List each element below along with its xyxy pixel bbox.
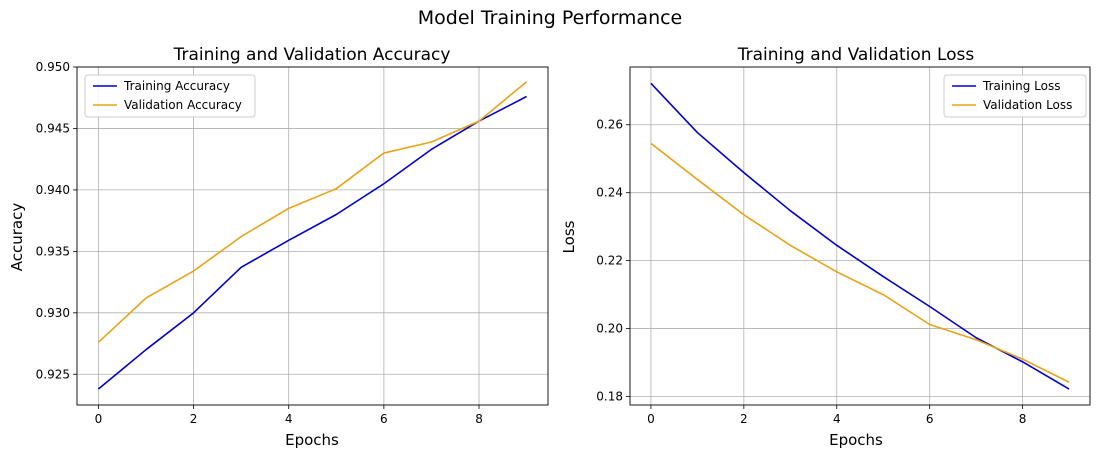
- accuracy-y-tick-label: 0.935: [36, 244, 70, 258]
- loss-legend-label: Validation Loss: [983, 98, 1072, 112]
- loss-chart: Training and Validation Loss Epochs Loss…: [560, 45, 1091, 449]
- loss-chart-title: Training and Validation Loss: [737, 45, 975, 65]
- accuracy-legend-label: Validation Accuracy: [124, 98, 242, 112]
- figure-title: Model Training Performance: [418, 7, 683, 29]
- loss-x-tick-label: 0: [647, 412, 655, 426]
- accuracy-legend-label: Training Accuracy: [123, 79, 230, 93]
- accuracy-chart: Training and Validation Accuracy Epochs …: [8, 45, 549, 449]
- accuracy-x-tick-label: 4: [285, 412, 293, 426]
- accuracy-x-tick-label: 6: [380, 412, 388, 426]
- accuracy-axes-frame: [76, 66, 549, 406]
- accuracy-x-tick-label: 8: [475, 412, 483, 426]
- loss-y-axis-label: Loss: [560, 220, 578, 253]
- accuracy-y-tick-label: 0.945: [36, 121, 70, 135]
- loss-series-line-validation: [650, 142, 1070, 383]
- loss-x-tick-label: 4: [833, 412, 841, 426]
- accuracy-legend-box: [84, 74, 256, 118]
- loss-y-tick-label: 0.20: [596, 322, 623, 336]
- loss-x-tick-label: 8: [1019, 412, 1027, 426]
- loss-y-tick-label: 0.22: [596, 254, 623, 268]
- accuracy-grid: [77, 66, 548, 405]
- accuracy-y-tick-label: 0.930: [36, 306, 70, 320]
- accuracy-legend: Training Accuracy Validation Accuracy: [84, 74, 256, 118]
- loss-grid: [630, 67, 1090, 405]
- loss-y-tick-label: 0.26: [596, 118, 623, 132]
- loss-y-tick-label: 0.18: [596, 390, 623, 404]
- loss-y-tick-label: 0.24: [596, 186, 623, 200]
- accuracy-x-axis-label: Epochs: [285, 431, 339, 449]
- accuracy-y-tick-label: 0.940: [36, 183, 70, 197]
- accuracy-y-axis-label: Accuracy: [8, 203, 26, 272]
- accuracy-x-tick-label: 2: [190, 412, 198, 426]
- accuracy-y-tick-label: 0.950: [36, 60, 70, 74]
- accuracy-series-line-training: [97, 95, 527, 390]
- accuracy-series-line-validation: [97, 81, 528, 343]
- loss-series-line-training: [650, 82, 1070, 390]
- loss-x-tick-label: 6: [926, 412, 934, 426]
- loss-legend-label: Training Loss: [982, 79, 1060, 93]
- loss-axes-frame: [629, 66, 1091, 406]
- loss-legend: Training Loss Validation Loss: [943, 74, 1087, 118]
- accuracy-x-tick-label: 0: [95, 412, 103, 426]
- accuracy-y-tick-label: 0.925: [36, 367, 70, 381]
- loss-x-tick-label: 2: [740, 412, 748, 426]
- accuracy-chart-title: Training and Validation Accuracy: [173, 45, 451, 65]
- loss-x-axis-label: Epochs: [829, 431, 883, 449]
- loss-legend-box: [943, 74, 1087, 118]
